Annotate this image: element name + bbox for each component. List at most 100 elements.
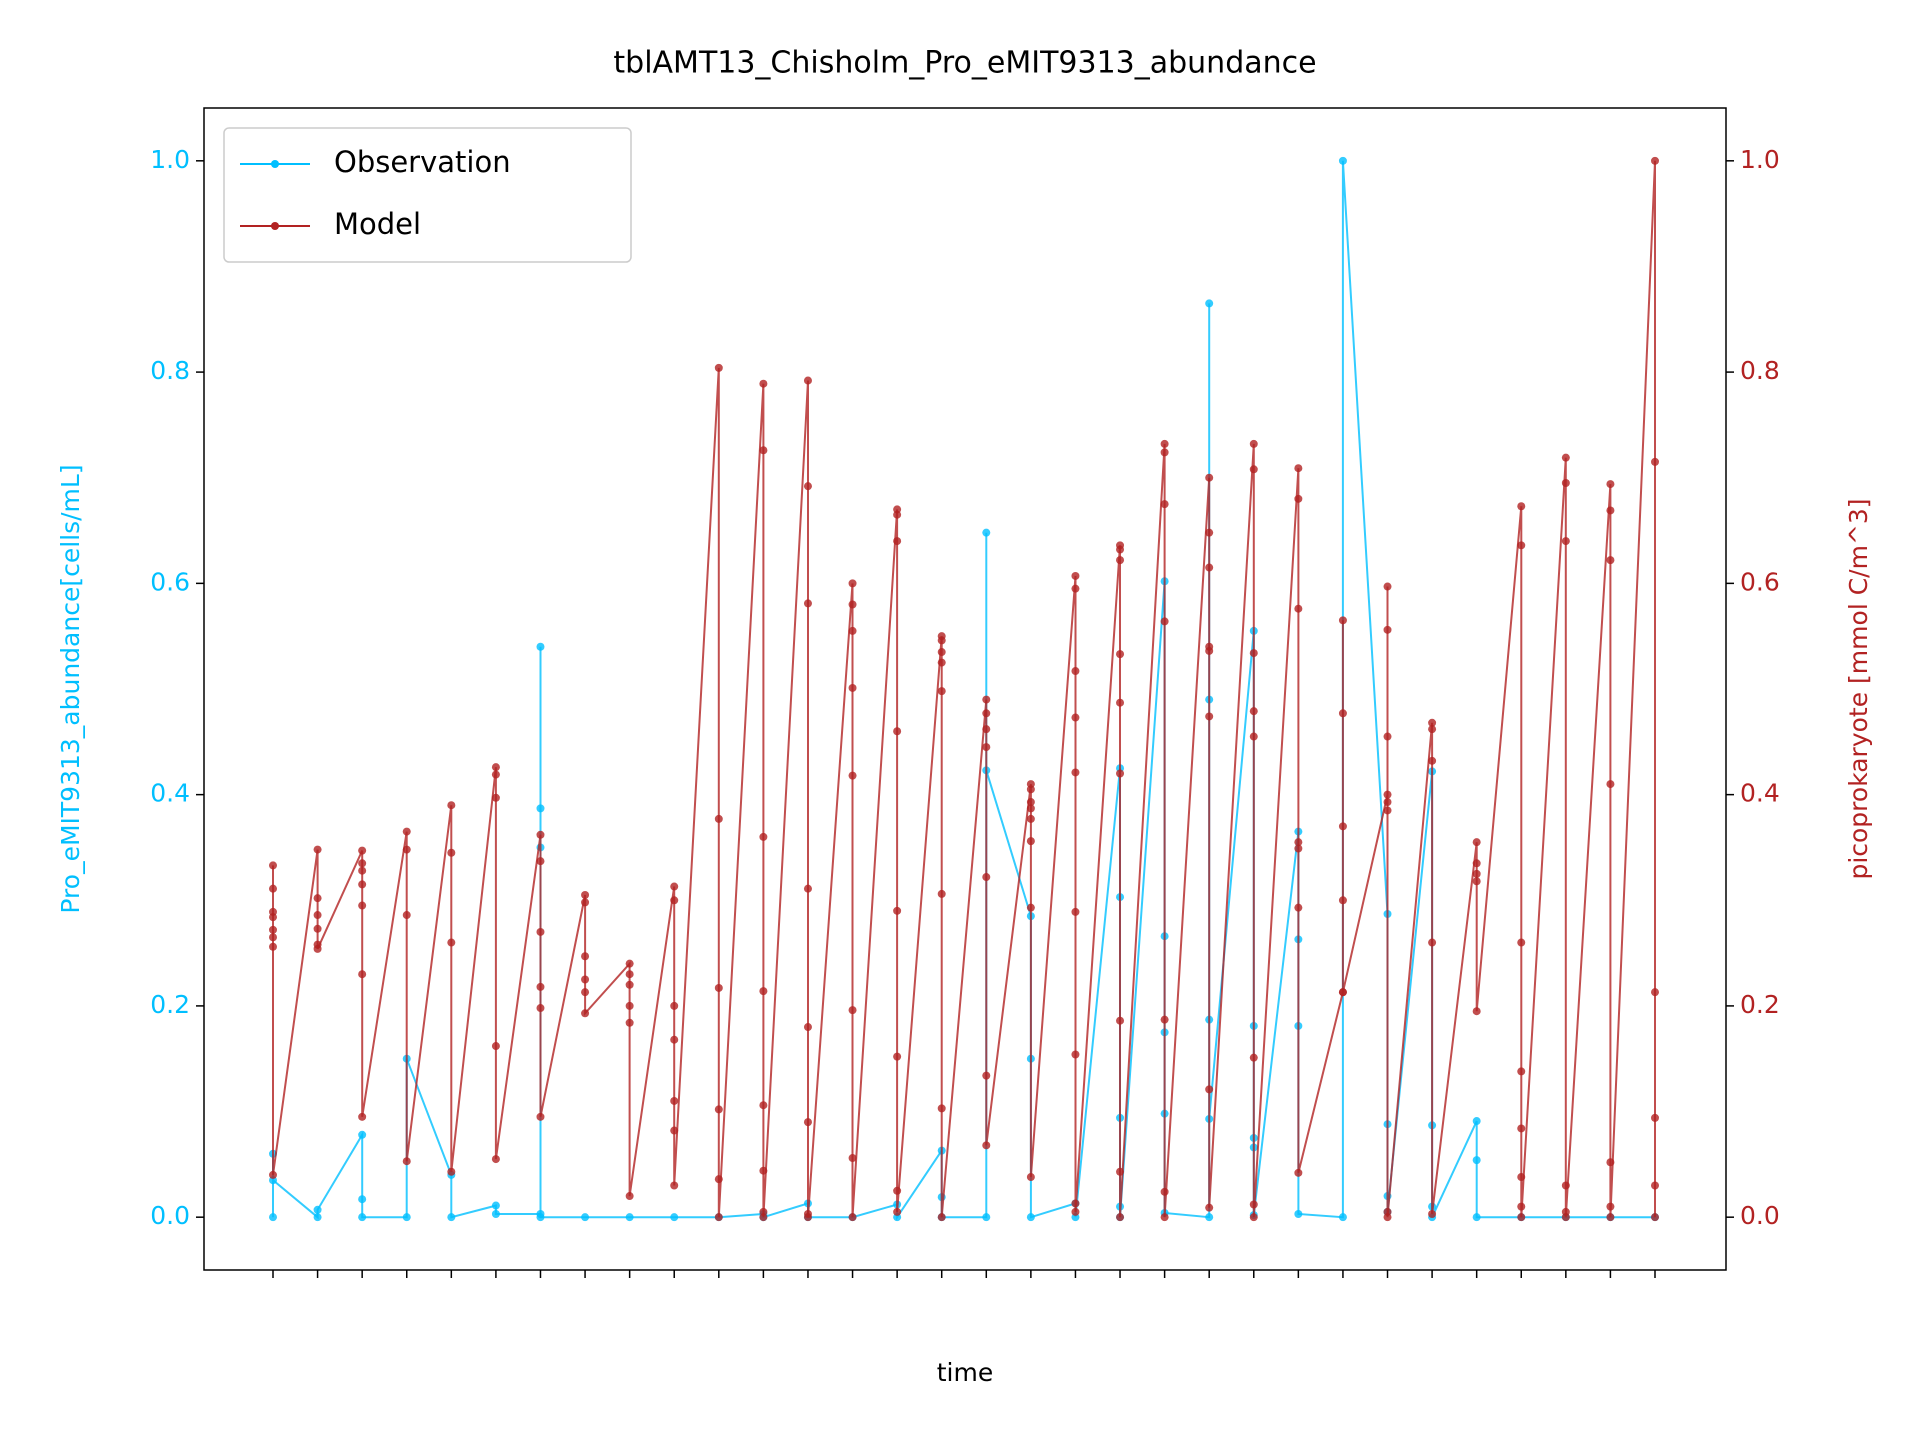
data-point (1026, 798, 1035, 807)
data-point (1249, 465, 1258, 474)
data-point (1026, 785, 1035, 794)
data-point (1651, 1181, 1659, 1190)
y-tick-label: 0.8 (150, 356, 190, 385)
data-point (491, 763, 500, 772)
data-point (1561, 479, 1570, 488)
data-point (1606, 506, 1615, 515)
data-point (358, 1195, 367, 1204)
data-point (536, 642, 545, 651)
data-point (1517, 938, 1526, 947)
data-point (447, 801, 456, 810)
data-point (358, 880, 367, 889)
data-point (893, 1052, 902, 1061)
data-point (1205, 528, 1214, 537)
data-point (670, 1096, 679, 1105)
data-point (1338, 156, 1347, 165)
data-point (1561, 1213, 1570, 1222)
data-point (536, 1213, 545, 1222)
data-point (536, 804, 545, 813)
data-point (1383, 732, 1392, 741)
data-point (714, 1105, 723, 1114)
data-point (893, 727, 902, 736)
y2-tick-label: 1.0 (1740, 145, 1780, 174)
data-point (1160, 439, 1169, 448)
legend-label: Observation (334, 145, 511, 179)
data-point (1472, 877, 1481, 886)
data-point (937, 1104, 946, 1113)
data-point (1160, 1187, 1169, 1196)
data-point (670, 896, 679, 905)
data-point (536, 857, 545, 866)
data-point (670, 882, 679, 891)
x-axis-label: time (937, 1358, 993, 1387)
data-point (803, 376, 812, 385)
data-point (491, 1042, 500, 1051)
data-point (1026, 1173, 1035, 1182)
data-point (447, 938, 456, 947)
y2-tick-label: 0.4 (1740, 779, 1780, 808)
data-point (625, 1001, 634, 1010)
y-tick-label: 0.2 (150, 990, 190, 1019)
data-point (1606, 556, 1615, 565)
data-point (759, 832, 768, 841)
data-point (313, 924, 322, 933)
data-point (358, 846, 367, 855)
data-point (1383, 625, 1392, 634)
data-point (714, 1175, 723, 1184)
data-point (1428, 718, 1437, 727)
data-point (670, 1181, 679, 1190)
data-point (1517, 541, 1526, 550)
data-point (581, 975, 590, 984)
data-point (1294, 494, 1303, 503)
data-point (1472, 1213, 1481, 1222)
data-point (670, 1001, 679, 1010)
data-point (1160, 617, 1169, 626)
data-point (1383, 806, 1392, 815)
data-point (1561, 453, 1570, 462)
y2-tick-label: 0.0 (1740, 1201, 1780, 1230)
data-point (848, 771, 857, 780)
data-point (1472, 1007, 1481, 1016)
data-point (358, 1130, 367, 1139)
data-point (1338, 1213, 1347, 1222)
data-point (1205, 563, 1214, 572)
data-point (1160, 1015, 1169, 1024)
data-point (1472, 1117, 1481, 1126)
data-point (1294, 844, 1303, 853)
data-point (1071, 667, 1080, 676)
data-point (1517, 1213, 1526, 1222)
data-point (1071, 584, 1080, 593)
data-point (491, 1210, 500, 1219)
data-point (536, 830, 545, 839)
data-point (803, 884, 812, 893)
data-point (1517, 1124, 1526, 1133)
data-point (1472, 838, 1481, 847)
data-point (1294, 903, 1303, 912)
data-point (1472, 859, 1481, 868)
data-point (402, 1213, 411, 1222)
data-point (848, 626, 857, 635)
data-point (313, 894, 322, 903)
data-point (982, 528, 991, 537)
data-point (536, 1112, 545, 1121)
data-point (402, 911, 411, 920)
data-point (982, 873, 991, 882)
data-point (1249, 1053, 1258, 1062)
data-point (1338, 616, 1347, 625)
data-point (1026, 814, 1035, 823)
data-point (893, 1186, 902, 1195)
data-point (581, 952, 590, 961)
data-point (1249, 707, 1258, 716)
data-point (1071, 907, 1080, 916)
data-point (1205, 299, 1214, 308)
data-point (982, 1071, 991, 1080)
data-point (1116, 1213, 1125, 1222)
data-point (714, 814, 723, 823)
data-point (937, 636, 946, 645)
y-axis-label: Pro_eMIT9313_abundance[cells/mL] (56, 464, 85, 913)
data-point (625, 1213, 634, 1222)
data-point (1071, 1199, 1080, 1208)
data-point (358, 1112, 367, 1121)
